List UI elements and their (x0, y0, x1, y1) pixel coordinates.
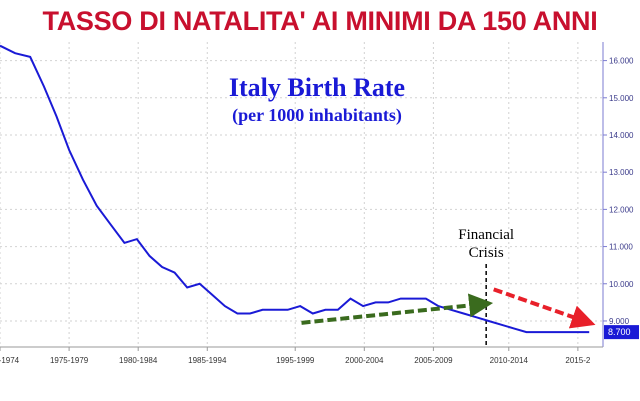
plot-area (0, 42, 602, 347)
x-tick-label: 2000-2004 (345, 356, 384, 365)
banner-title: TASSO DI NATALITA' AI MINIMI DA 150 ANNI (0, 0, 640, 42)
x-tick-label: 2005-2009 (414, 356, 453, 365)
birth-rate-chart: 9.000 10.000 11.000 12.000 13.000 14.000 15.00… (0, 42, 639, 365)
y-tick-label: 14.000 (609, 131, 634, 140)
x-tick-label: 1975-1979 (50, 356, 89, 365)
annotation-label: Crisis (469, 245, 504, 261)
last-value-badge (604, 325, 639, 340)
x-tick-label: 1985-1994 (188, 356, 227, 365)
y-tick-label: 10.000 (609, 280, 634, 289)
y-tick-label: 9.000 (609, 317, 630, 326)
series-line (0, 44, 590, 334)
y-tick-label: 12.000 (609, 205, 634, 214)
red-trend-arrow (493, 287, 596, 329)
x-tick-label: 2015-2 (565, 356, 590, 365)
y-tick-label: 13.000 (609, 168, 634, 177)
annotation-label: Financial (458, 227, 514, 243)
last-value-label: 8.700 (608, 327, 631, 337)
chart-title: Italy Birth Rate (229, 73, 405, 102)
x-tick-label: 2010-2014 (490, 356, 529, 365)
x-tick-label: 1980-1984 (119, 356, 158, 365)
y-tick-label: 15.000 (609, 94, 634, 103)
x-tick-label: 1995-1999 (276, 356, 315, 365)
y-tick-label: 16.000 (609, 57, 634, 66)
y-tick-label: 11.000 (609, 243, 633, 252)
green-trend-arrow (301, 293, 494, 325)
chart-subtitle: (per 1000 inhabitants) (232, 105, 402, 126)
x-tick-label: 1970-1974 (0, 356, 20, 365)
banner-title-text: TASSO DI NATALITA' AI MINIMI DA 150 ANNI (42, 5, 598, 36)
